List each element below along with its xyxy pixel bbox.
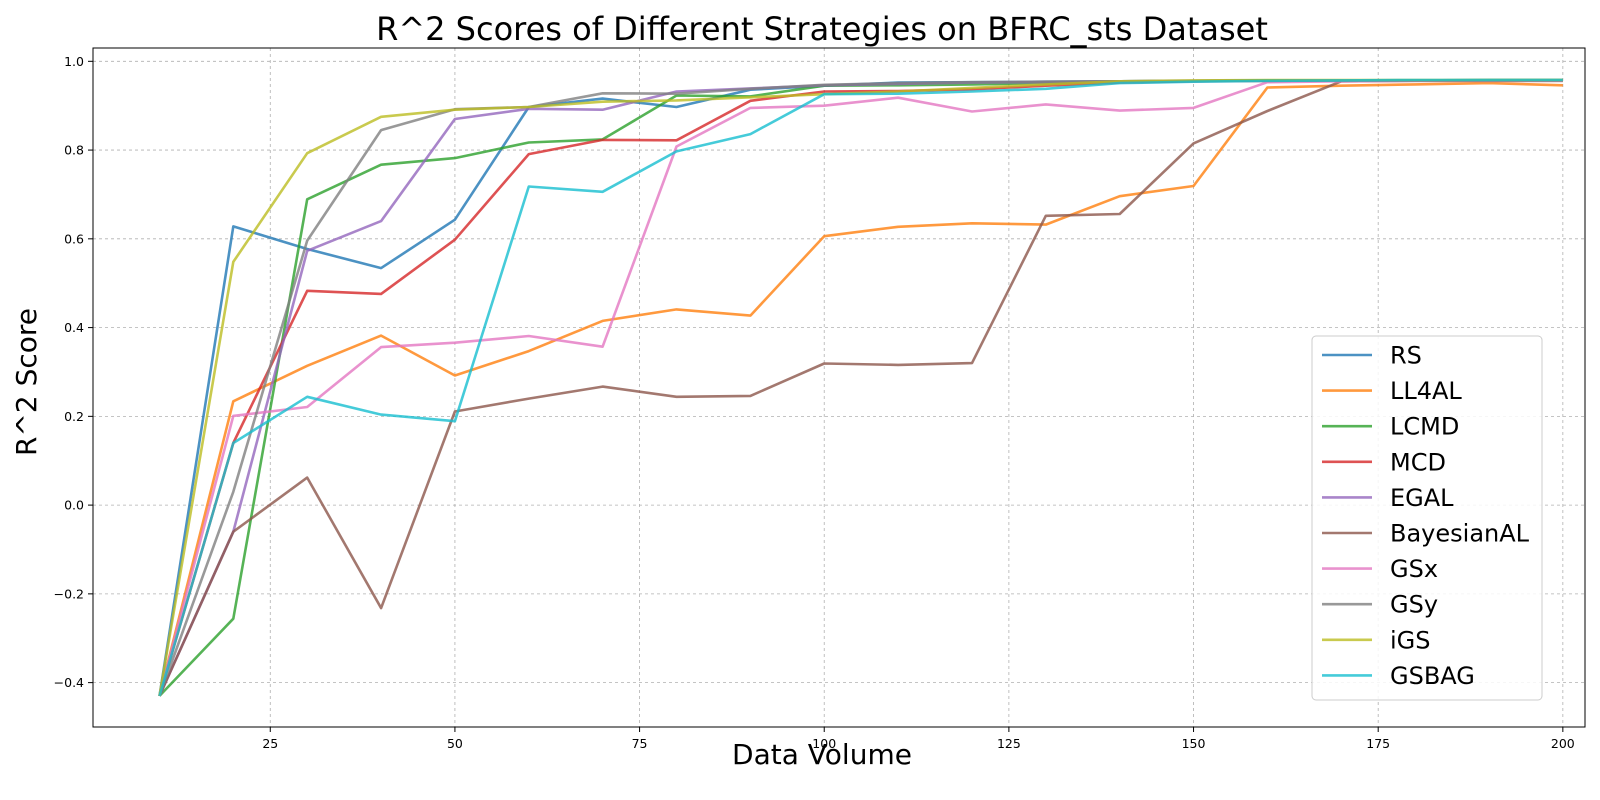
- y-tick-label: −0.4: [54, 675, 84, 690]
- legend-label: EGAL: [1390, 484, 1454, 512]
- x-axis: 25 50 75 100 125 150 175 200: [262, 727, 1575, 751]
- y-tick-label: 0.2: [64, 409, 84, 424]
- legend-label: MCD: [1390, 448, 1446, 476]
- legend-label: iGS: [1390, 626, 1431, 654]
- y-tick-label: 0.4: [64, 320, 84, 335]
- y-tick-label: −0.2: [54, 586, 84, 601]
- legend-label: GSBAG: [1390, 662, 1475, 690]
- x-tick-label: 50: [447, 736, 463, 751]
- y-tick-label: 0.0: [64, 498, 84, 513]
- chart-title: R^2 Scores of Different Strategies on BF…: [376, 10, 1268, 48]
- legend: RS LL4AL LCMD MCD EGAL BayesianAL GSx GSy iGS GSB…: [1311, 335, 1543, 701]
- legend-label: RS: [1390, 342, 1422, 370]
- x-tick-label: 200: [1551, 736, 1575, 751]
- legend-label: GSy: [1390, 591, 1438, 619]
- y-axis: −0.4 −0.2 0.0 0.2 0.4 0.6 0.8 1.0: [54, 54, 93, 690]
- x-tick-label: 75: [632, 736, 648, 751]
- x-tick-label: 125: [997, 736, 1021, 751]
- legend-label: BayesianAL: [1390, 520, 1530, 548]
- plot-frame: [92, 47, 1586, 728]
- y-tick-label: 1.0: [64, 54, 84, 69]
- legend-label: LCMD: [1390, 413, 1459, 441]
- x-tick-label: 175: [1366, 736, 1390, 751]
- y-axis-label: R^2 Score: [10, 308, 43, 456]
- x-tick-label: 150: [1182, 736, 1206, 751]
- y-tick-label: 0.8: [64, 143, 84, 158]
- series-line-bayesianal: [158, 79, 1563, 697]
- x-axis-label: Data Volume: [732, 738, 912, 771]
- legend-label: LL4AL: [1390, 377, 1462, 405]
- legend-label: GSx: [1390, 555, 1438, 583]
- x-tick-label: 25: [262, 736, 278, 751]
- series-line-gsbag: [158, 78, 1563, 697]
- x-tick-label: 100: [812, 736, 836, 751]
- series-lines: [158, 78, 1563, 697]
- y-tick-label: 0.6: [64, 231, 84, 246]
